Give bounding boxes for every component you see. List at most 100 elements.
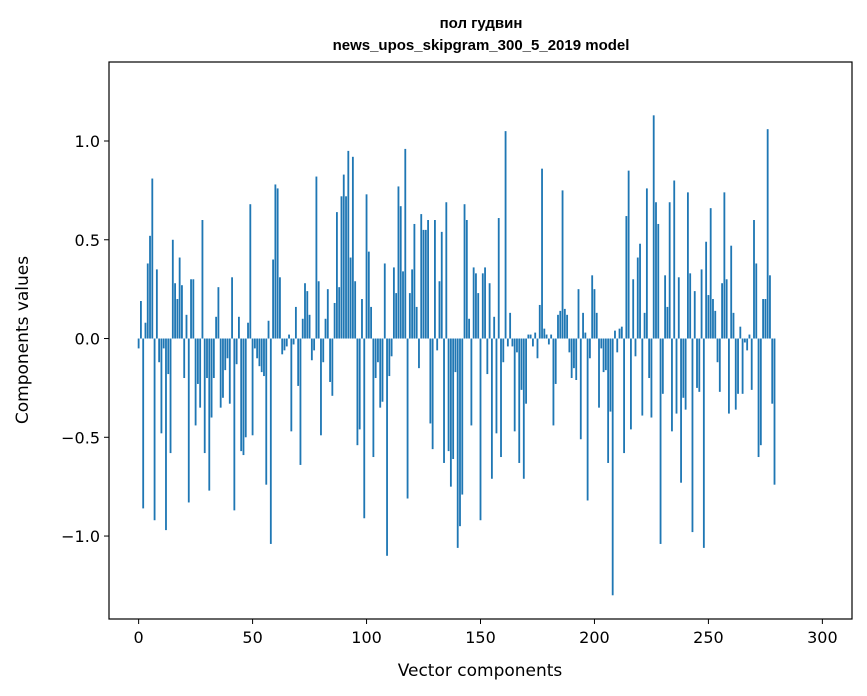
bar-33 [212,338,215,379]
x-tick-label: 250 [693,628,724,647]
bar-130 [434,220,436,339]
bar-278 [771,338,774,404]
bar-270 [753,220,755,339]
bar-209 [614,330,616,339]
bar-147 [472,267,475,339]
bar-87 [336,212,338,339]
bar-243 [691,338,694,533]
bar-251 [709,208,712,339]
bar-237 [677,277,680,339]
bar-70 [297,338,300,386]
bar-276 [766,129,769,339]
bar-139 [454,338,457,373]
bar-197 [586,338,589,501]
bar-125 [422,229,425,339]
bar-265 [741,338,744,394]
bar-67 [290,338,293,432]
bar-223 [645,188,648,339]
bar-277 [769,275,771,339]
bar-128 [429,338,432,424]
bar-16 [174,283,176,339]
bar-85 [331,338,334,396]
bar-29 [203,338,206,454]
bar-152 [484,267,486,339]
bar-115 [399,206,402,339]
bar-170 [525,338,527,404]
bar-69 [294,306,297,339]
bar-6 [151,178,154,339]
bar-177 [541,168,543,339]
bar-57 [267,320,270,339]
bar-14 [169,338,172,454]
bar-15 [171,239,174,339]
bar-185 [559,310,562,339]
x-tick-label: 0 [134,628,144,647]
bar-131 [436,338,439,351]
bar-41 [231,277,233,339]
x-tick-label: 150 [465,628,496,647]
bar-43 [235,338,238,365]
bar-81 [322,338,325,363]
bar-235 [673,180,676,339]
bar-111 [390,338,393,357]
bar-165 [513,338,516,432]
bar-269 [750,338,753,390]
bar-1 [140,301,142,339]
bar-25 [194,338,197,426]
bar-164 [511,338,514,347]
chart-subtitle: news_upos_skipgram_300_5_2019 model [333,37,630,54]
bar-40 [228,338,231,404]
y-tick-label: −0.5 [61,428,100,447]
bar-192 [575,338,578,380]
bar-78 [315,176,318,339]
bar-117 [404,148,407,339]
bar-86 [333,302,336,339]
bar-226 [652,115,655,339]
bar-266 [743,338,746,343]
x-tick-label: 200 [579,628,610,647]
bar-156 [493,316,496,339]
y-tick-label: 1.0 [75,132,100,151]
bar-272 [757,338,760,458]
bar-137 [449,338,452,487]
bar-228 [657,223,660,339]
bar-88 [338,287,341,339]
bar-174 [534,332,537,339]
bar-27 [199,338,202,408]
bar-48 [247,322,249,339]
bar-59 [272,259,275,339]
bar-135 [445,202,448,339]
bar-244 [693,291,696,339]
bar-208 [611,338,614,596]
bars-group [137,115,776,596]
y-axis-label: Components values [13,256,33,424]
bar-3 [144,322,147,339]
bar-126 [424,229,427,339]
bar-159 [500,338,502,458]
bar-224 [648,338,651,379]
bar-42 [233,338,236,511]
bar-248 [702,338,705,548]
bar-253 [714,310,717,339]
bar-133 [440,231,443,339]
bar-186 [561,190,564,339]
bar-44 [238,316,240,339]
bar-18 [178,257,181,339]
bar-127 [427,220,429,339]
bar-108 [383,263,386,339]
bar-144 [465,220,468,339]
bar-22 [187,338,190,503]
bar-274 [762,299,765,339]
bar-56 [265,338,268,485]
bar-62 [279,277,281,339]
y-axis-ticks: −1.0 −0.5 0.0 0.5 1.0 [61,132,109,546]
bar-76 [310,338,313,361]
bar-182 [552,338,555,426]
bar-230 [661,338,664,394]
bar-30 [206,338,208,379]
bar-96 [356,338,359,446]
bar-9 [158,338,161,363]
bar-240 [684,338,687,410]
